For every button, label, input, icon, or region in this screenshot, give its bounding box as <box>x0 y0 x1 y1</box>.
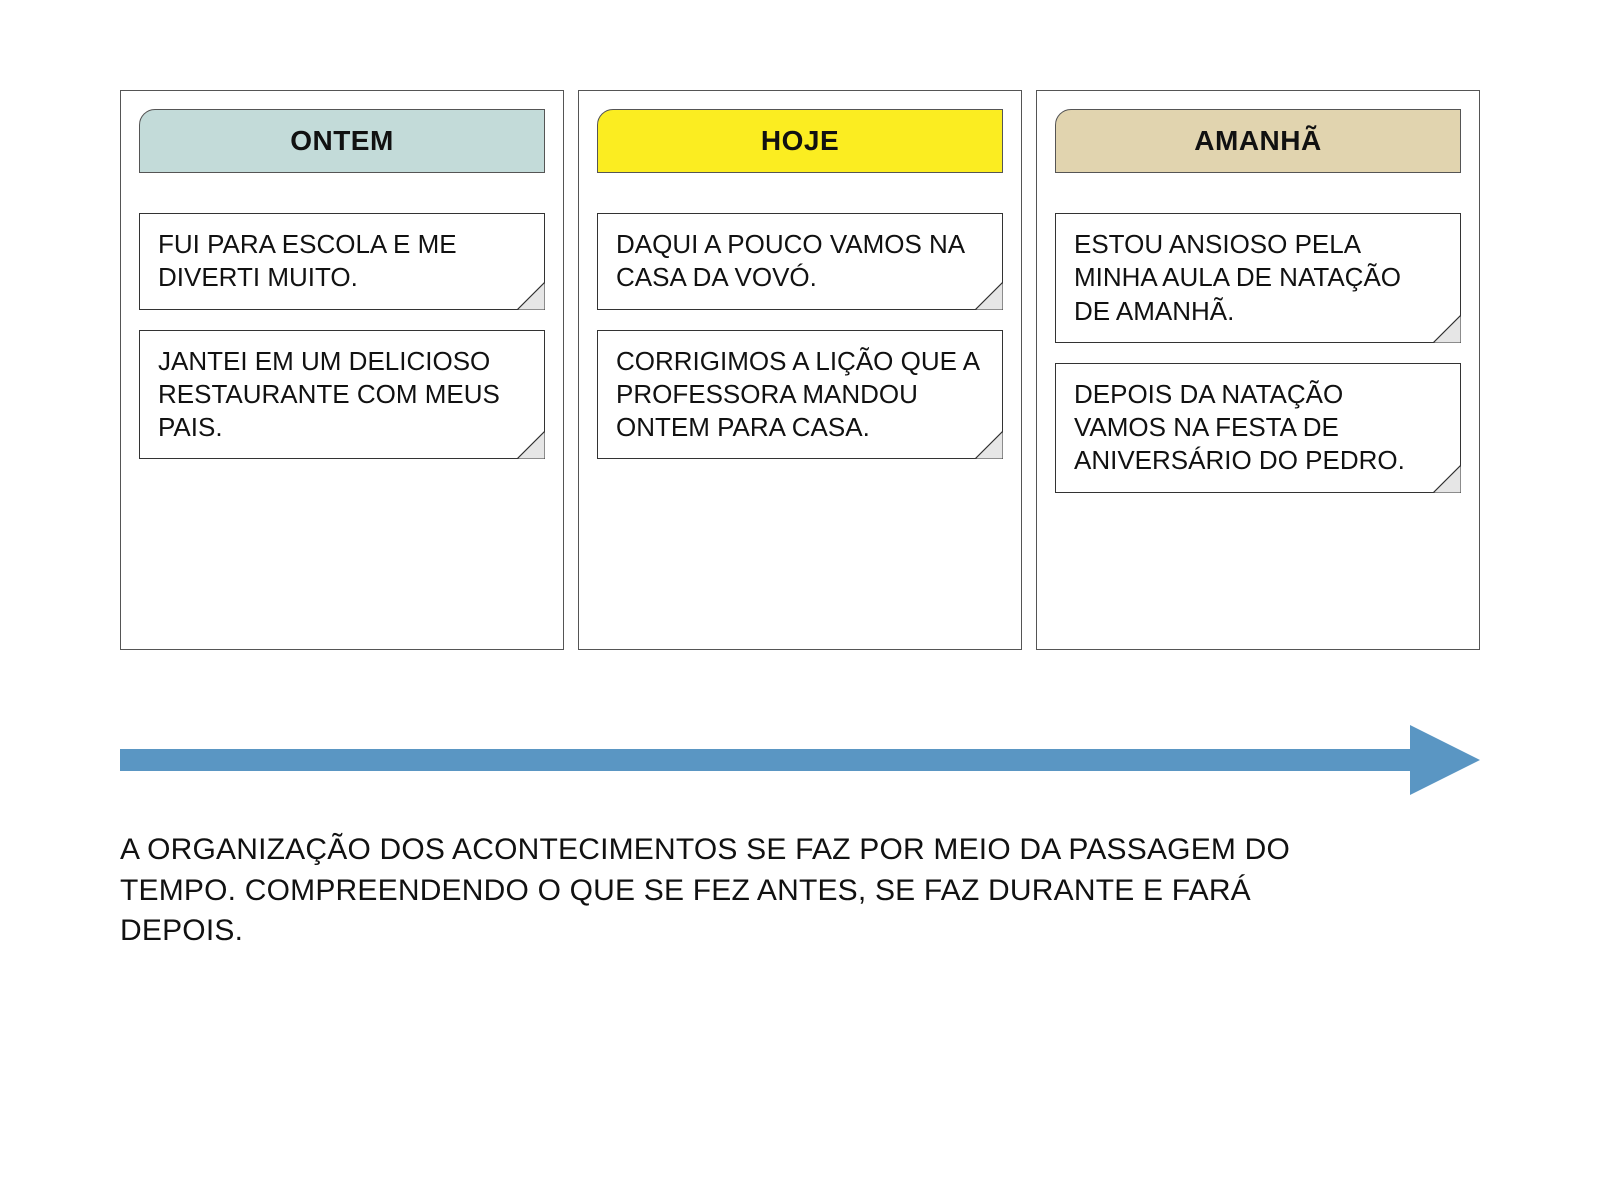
page-fold-icon <box>1433 315 1461 343</box>
columns-row: ONTEM FUI PARA ESCOLA E ME DIVERTI MUITO… <box>120 90 1480 650</box>
column-header-amanha: AMANHÃ <box>1055 109 1461 173</box>
note-card: DEPOIS DA NATAÇÃO VAMOS NA FESTA DE ANIV… <box>1055 363 1461 493</box>
note-card: FUI PARA ESCOLA E ME DIVERTI MUITO. <box>139 213 545 310</box>
page-fold-icon <box>975 282 1003 310</box>
note-card: DAQUI A POUCO VAMOS NA CASA DA VOVÓ. <box>597 213 1003 310</box>
page-fold-icon <box>517 282 545 310</box>
note-text: CORRIGIMOS A LIÇÃO QUE A PROFESSORA MAND… <box>616 346 979 443</box>
column-ontem: ONTEM FUI PARA ESCOLA E ME DIVERTI MUITO… <box>120 90 564 650</box>
column-header-hoje: HOJE <box>597 109 1003 173</box>
column-header-ontem: ONTEM <box>139 109 545 173</box>
page-fold-icon <box>975 431 1003 459</box>
caption-text: A ORGANIZAÇÃO DOS ACONTECIMENTOS SE FAZ … <box>120 830 1320 952</box>
timeline-arrow <box>120 720 1480 800</box>
column-amanha: AMANHÃ ESTOU ANSIOSO PELA MINHA AULA DE … <box>1036 90 1480 650</box>
note-text: FUI PARA ESCOLA E ME DIVERTI MUITO. <box>158 229 457 292</box>
note-text: ESTOU ANSIOSO PELA MINHA AULA DE NATAÇÃO… <box>1074 229 1401 326</box>
page-fold-icon <box>517 431 545 459</box>
column-hoje: HOJE DAQUI A POUCO VAMOS NA CASA DA VOVÓ… <box>578 90 1022 650</box>
note-text: DEPOIS DA NATAÇÃO VAMOS NA FESTA DE ANIV… <box>1074 379 1405 476</box>
canvas: ONTEM FUI PARA ESCOLA E ME DIVERTI MUITO… <box>0 0 1600 1200</box>
note-card: CORRIGIMOS A LIÇÃO QUE A PROFESSORA MAND… <box>597 330 1003 460</box>
note-text: JANTEI EM UM DELICIOSO RESTAURANTE COM M… <box>158 346 500 443</box>
note-card: JANTEI EM UM DELICIOSO RESTAURANTE COM M… <box>139 330 545 460</box>
note-card: ESTOU ANSIOSO PELA MINHA AULA DE NATAÇÃO… <box>1055 213 1461 343</box>
note-text: DAQUI A POUCO VAMOS NA CASA DA VOVÓ. <box>616 229 964 292</box>
page-fold-icon <box>1433 465 1461 493</box>
